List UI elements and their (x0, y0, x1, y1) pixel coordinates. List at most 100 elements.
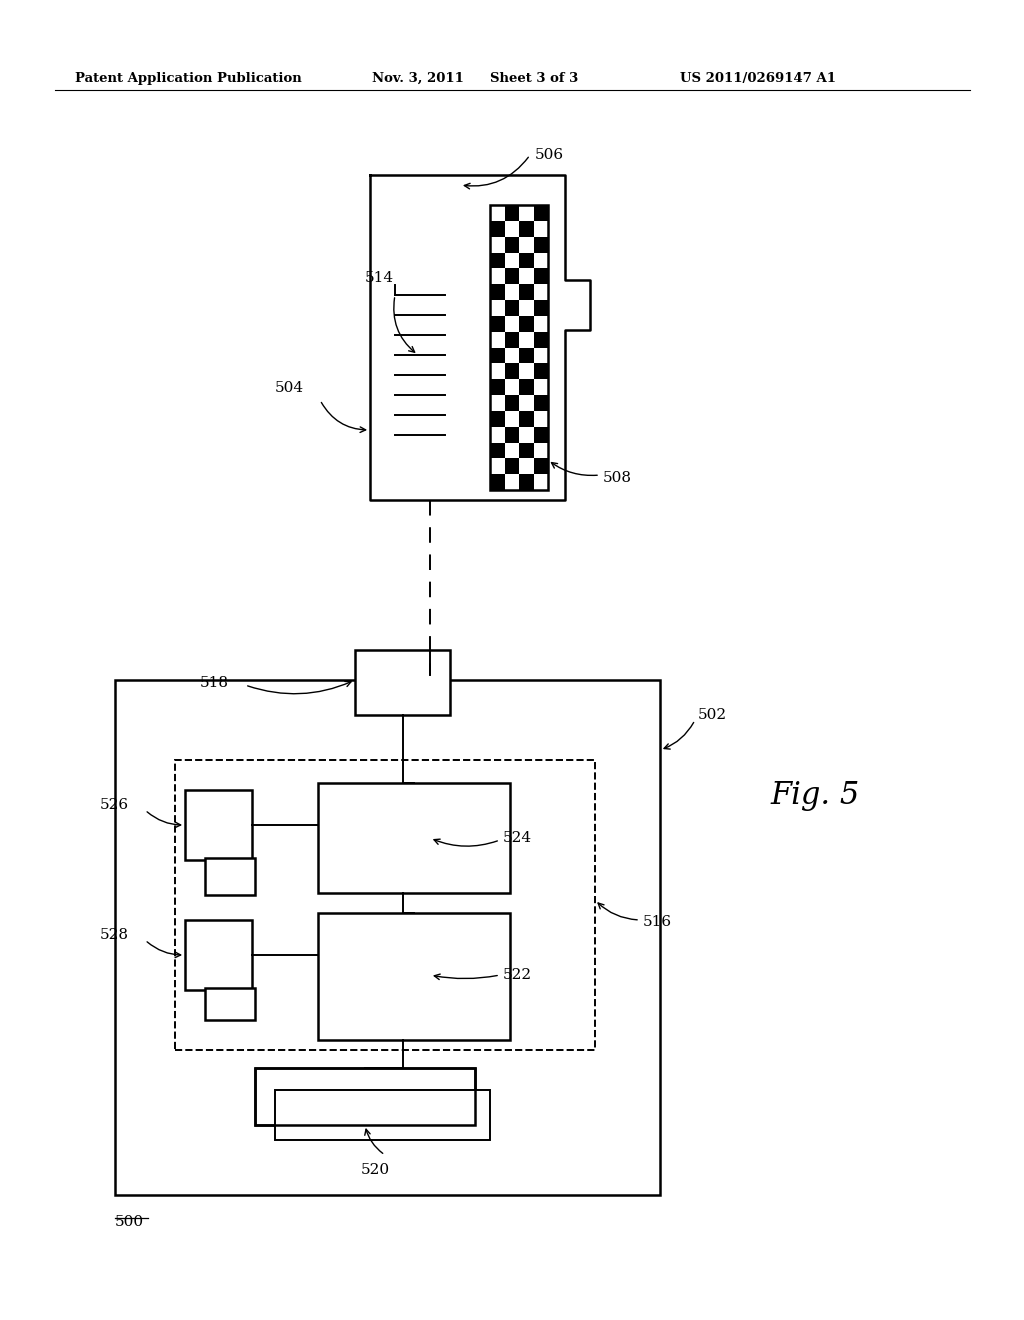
Bar (490, 426, 505, 442)
Bar (519, 300, 534, 315)
Text: Sheet 3 of 3: Sheet 3 of 3 (490, 73, 579, 84)
Bar (490, 379, 505, 395)
Bar (505, 458, 519, 474)
Bar (519, 220, 534, 236)
Bar (490, 284, 505, 300)
Text: 526: 526 (100, 799, 129, 812)
Bar (505, 300, 519, 315)
Bar (505, 411, 519, 426)
Bar (534, 363, 548, 379)
Bar (534, 458, 548, 474)
Bar (490, 331, 505, 347)
Bar (505, 347, 519, 363)
Text: 528: 528 (100, 928, 129, 942)
Bar (519, 236, 534, 252)
Bar (490, 347, 505, 363)
Bar (519, 252, 534, 268)
Bar (505, 379, 519, 395)
Bar (490, 300, 505, 315)
Bar (534, 395, 548, 411)
Bar (505, 284, 519, 300)
Bar (505, 220, 519, 236)
Bar (490, 442, 505, 458)
Bar (505, 205, 519, 220)
Bar (185, 789, 252, 861)
Bar (519, 395, 534, 411)
Bar (490, 315, 505, 331)
Bar (505, 442, 519, 458)
Bar (505, 395, 519, 411)
Bar (519, 331, 534, 347)
Bar (534, 252, 548, 268)
Bar (175, 760, 595, 1049)
Bar (505, 236, 519, 252)
Text: US 2011/0269147 A1: US 2011/0269147 A1 (680, 73, 836, 84)
Bar (255, 1068, 475, 1125)
Bar (534, 426, 548, 442)
Bar (490, 474, 505, 490)
Bar (505, 315, 519, 331)
Bar (534, 315, 548, 331)
Bar (534, 411, 548, 426)
Bar (519, 458, 534, 474)
Bar (534, 236, 548, 252)
Bar (490, 268, 505, 284)
Bar (534, 379, 548, 395)
Bar (490, 395, 505, 411)
Bar (185, 920, 252, 990)
Bar (490, 205, 548, 490)
Text: 500: 500 (115, 1214, 144, 1229)
Bar (490, 363, 505, 379)
Bar (519, 411, 534, 426)
Bar (505, 331, 519, 347)
Bar (205, 858, 255, 895)
Bar (275, 1090, 490, 1140)
Bar (505, 363, 519, 379)
Bar (318, 913, 510, 1040)
Text: 520: 520 (360, 1163, 389, 1177)
Bar (534, 347, 548, 363)
Bar (534, 442, 548, 458)
Bar (490, 252, 505, 268)
Text: 516: 516 (643, 915, 672, 929)
Bar (534, 268, 548, 284)
Bar (318, 783, 510, 894)
Bar (505, 426, 519, 442)
Bar (355, 649, 450, 715)
Bar (115, 680, 660, 1195)
Text: Fig. 5: Fig. 5 (770, 780, 859, 810)
Text: 506: 506 (535, 148, 564, 162)
Text: 518: 518 (200, 676, 229, 690)
Bar (519, 284, 534, 300)
Bar (519, 315, 534, 331)
Bar (505, 252, 519, 268)
Bar (505, 268, 519, 284)
Bar (534, 300, 548, 315)
Bar (519, 347, 534, 363)
Bar (505, 474, 519, 490)
Text: 524: 524 (503, 832, 532, 845)
Bar (534, 205, 548, 220)
Text: Nov. 3, 2011: Nov. 3, 2011 (372, 73, 464, 84)
Bar (490, 458, 505, 474)
Text: 502: 502 (698, 708, 727, 722)
Bar (534, 474, 548, 490)
Text: 508: 508 (603, 471, 632, 484)
Bar (534, 220, 548, 236)
Text: Patent Application Publication: Patent Application Publication (75, 73, 302, 84)
Bar (255, 1068, 475, 1125)
Bar (534, 331, 548, 347)
Bar (490, 205, 505, 220)
Bar (205, 987, 255, 1020)
Bar (519, 442, 534, 458)
Bar (490, 220, 505, 236)
Bar (519, 205, 534, 220)
Bar (519, 426, 534, 442)
Text: 514: 514 (365, 271, 394, 285)
Bar (490, 236, 505, 252)
Bar (519, 363, 534, 379)
Text: 522: 522 (503, 968, 532, 982)
Bar (534, 284, 548, 300)
Bar (519, 379, 534, 395)
Text: 504: 504 (275, 381, 304, 395)
